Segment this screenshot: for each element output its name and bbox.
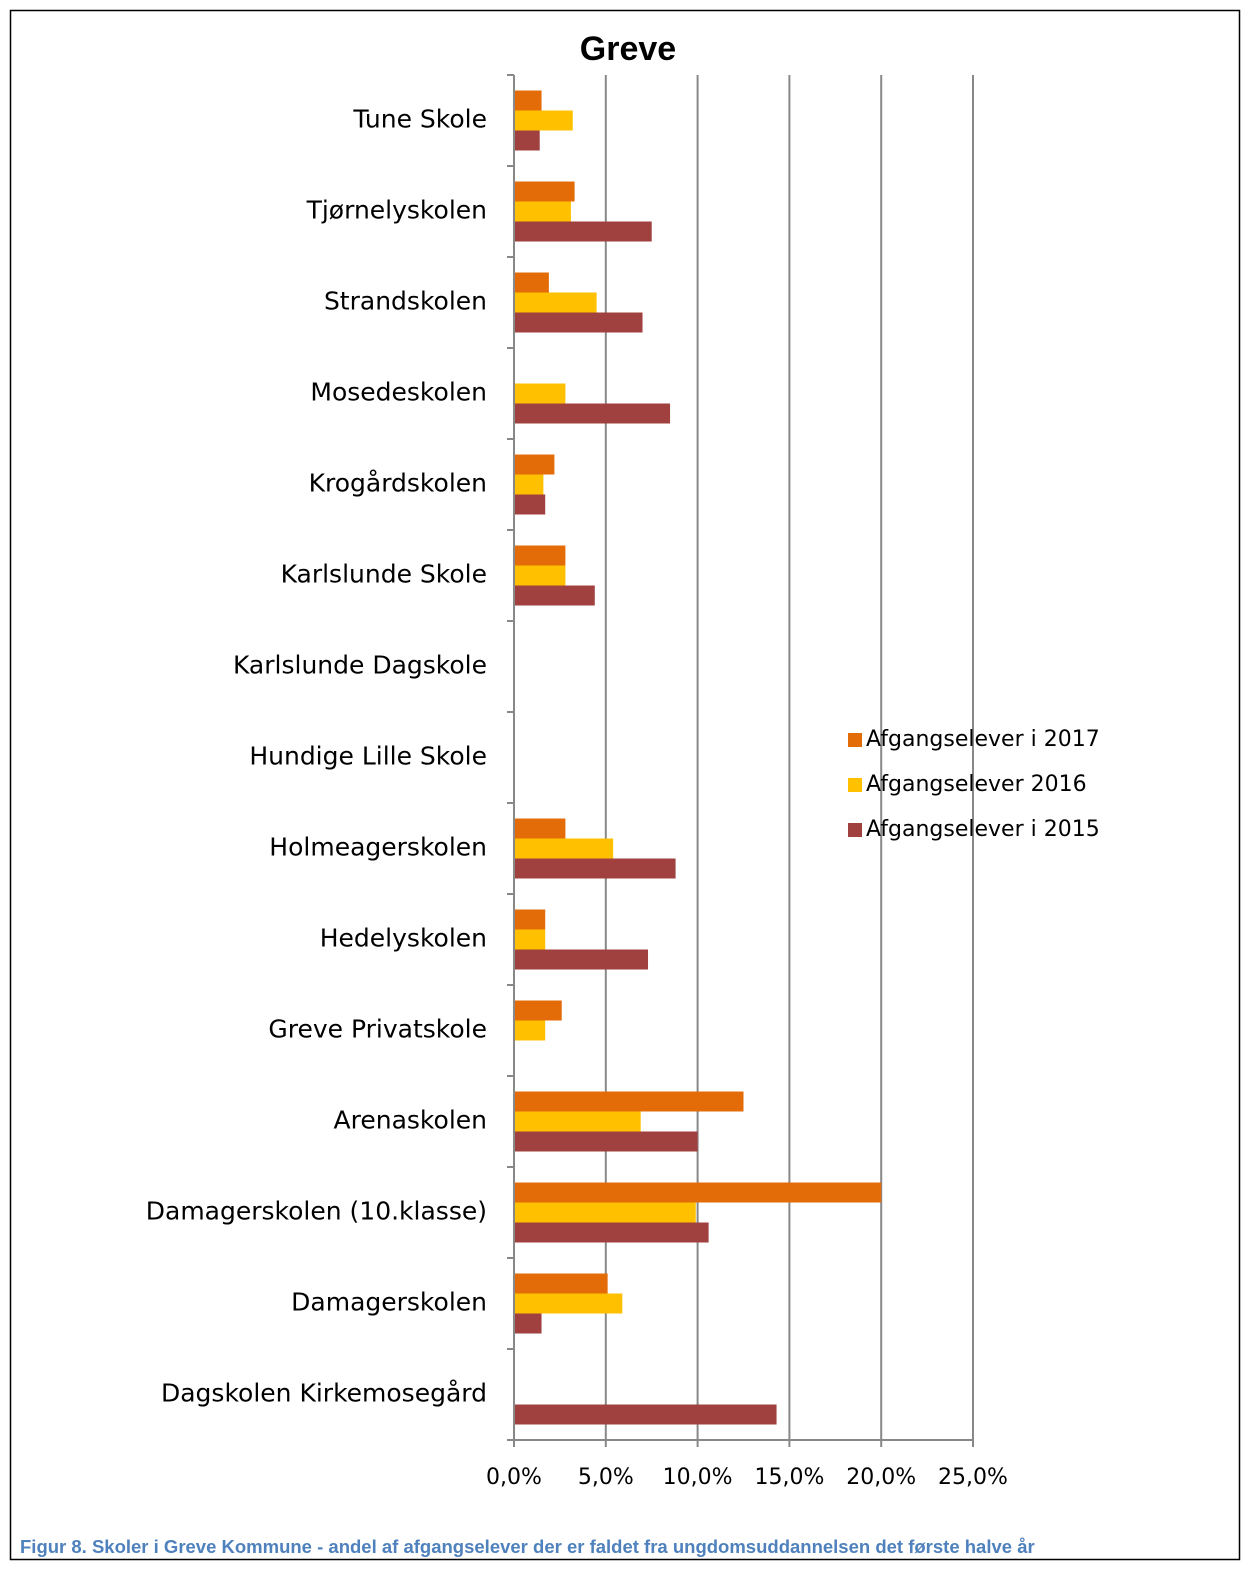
bar [514,454,555,475]
legend-swatch [848,733,862,747]
legend-swatch [848,823,862,837]
bar [514,474,544,495]
bar [514,929,546,950]
bar [514,1020,546,1041]
y-tick-label: Karlslunde Skole [281,560,487,589]
x-tick-label: 10,0% [663,1465,733,1490]
bar [514,90,542,111]
bar [514,272,549,293]
bar [514,494,546,515]
bar [514,221,652,242]
border [9,9,1241,1561]
bar [514,949,649,970]
legend-label: Afgangselever 2016 [866,772,1087,797]
y-tick-label: Hedelyskolen [320,924,487,953]
bar [514,858,676,879]
bar [514,201,571,222]
bar [514,383,566,404]
y-tick-label: Tjørnelyskolen [306,196,487,225]
y-tick-label: Mosedeskolen [310,378,487,407]
bar [514,1131,698,1152]
bar [514,292,597,313]
bar [514,130,540,151]
bar [514,585,595,606]
x-tick-label: 25,0% [938,1465,1008,1490]
caption: Figur 8. Skoler i Greve Kommune - andel … [20,1536,1035,1557]
bar [514,1313,542,1334]
y-tick-label: Dagskolen Kirkemosegård [161,1379,487,1408]
bar [514,545,566,566]
y-tick-label: Tune Skole [352,105,487,134]
legend-label: Afgangselever i 2017 [866,727,1100,752]
bar [514,1222,709,1243]
x-tick-label: 15,0% [754,1465,824,1490]
legend-label: Afgangselever i 2015 [866,817,1100,842]
y-tick-label: Krogårdskolen [309,469,487,498]
bar [514,1273,608,1294]
bar [514,1000,562,1021]
bar [514,1404,777,1425]
x-tick-label: 0,0% [486,1465,542,1490]
bar [514,403,671,424]
y-tick-label: Hundige Lille Skole [249,742,487,771]
y-tick-label: Holmeagerskolen [269,833,487,862]
bar [514,1202,696,1223]
chart-title: Greve [580,30,676,68]
y-tick-label: Damagerskolen [291,1288,487,1317]
y-tick-label: Damagerskolen (10.klasse) [146,1197,487,1226]
x-tick-label: 20,0% [846,1465,916,1490]
legend-swatch [848,778,862,792]
bar [514,110,573,131]
bar [514,565,566,586]
bar [514,1091,744,1112]
bar [514,909,546,930]
y-tick-label: Karlslunde Dagskole [233,651,487,680]
bar [514,838,614,859]
bar [514,181,575,202]
y-tick-label: Strandskolen [324,287,487,316]
y-tick-label: Arenaskolen [334,1106,487,1135]
bar [514,1182,882,1203]
y-tick-label: Greve Privatskole [268,1015,487,1044]
bar [514,1293,623,1314]
x-tick-label: 5,0% [578,1465,634,1490]
bar [514,1111,641,1132]
bar [514,312,643,333]
bar [514,818,566,839]
